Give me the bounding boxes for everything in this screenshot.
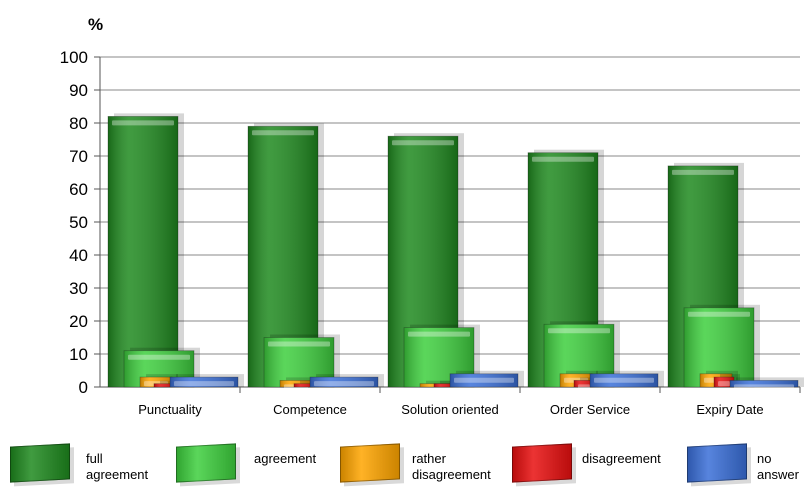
bar-bevel: [112, 120, 174, 126]
labels: % 0 10 20 30 40 50 60 70 80 90 100 Punctuality Compet…: [60, 15, 764, 417]
bar-sheen: [154, 383, 174, 387]
y-tick-label: 0: [79, 378, 88, 397]
legend-item: full agreement: [10, 440, 170, 487]
legend: full agreement agreement rather disagreement…: [0, 440, 810, 487]
bar-bevel: [532, 156, 594, 162]
bar-sheen: [574, 380, 594, 387]
bar-sheen: [590, 373, 658, 387]
y-tick-label: 30: [69, 279, 88, 298]
legend-label-line2: answer: [757, 467, 799, 482]
bar-bevel: [734, 384, 794, 390]
bar-sheen: [714, 377, 734, 387]
bar-sheen: [108, 116, 178, 388]
bar-bevel: [128, 354, 190, 360]
bar-bevel: [672, 169, 734, 175]
bar-bevel: [314, 381, 374, 387]
bar-bevel: [454, 377, 514, 383]
legend-label-line1: rather: [412, 451, 446, 466]
y-tick-label: 90: [69, 81, 88, 100]
legend-swatch: [687, 443, 747, 483]
legend-label: no answer: [757, 451, 799, 483]
y-tick-label: 50: [69, 213, 88, 232]
bar-bevel: [268, 341, 330, 347]
bar-bevel: [174, 381, 234, 387]
bar-sheen: [140, 377, 172, 387]
legend-label-line1: full: [86, 451, 103, 466]
y-tick-label: 60: [69, 180, 88, 199]
legend-label-line2: disagreement: [412, 467, 491, 482]
legend-swatch: [176, 443, 236, 483]
legend-label-line1: no: [757, 451, 772, 466]
bar-sheen: [170, 377, 238, 387]
bar-sheen: [434, 383, 454, 387]
x-tick-label: Order Service: [550, 402, 630, 417]
bar-bevel: [578, 384, 590, 390]
x-tick-label: Solution oriented: [401, 402, 499, 417]
bar-bevel: [718, 381, 730, 387]
bar-bevel: [548, 328, 610, 334]
legend-label: rather disagreement: [412, 451, 491, 483]
bar-bevel: [408, 331, 470, 337]
bar-bevel: [688, 311, 750, 317]
legend-label-line2: agreement: [86, 467, 149, 482]
y-tick-label: 40: [69, 246, 88, 265]
x-tick-label: Expiry Date: [696, 402, 763, 417]
bars: [107, 113, 804, 390]
legend-label: agreement: [254, 451, 316, 467]
x-tick-label: Punctuality: [138, 402, 202, 417]
bar-sheen: [310, 377, 378, 387]
legend-item: no answer: [687, 440, 810, 487]
legend-swatch: [512, 443, 572, 483]
legend-label-line1: agreement: [254, 451, 317, 466]
bar-bevel: [392, 140, 454, 146]
y-tick-label: 10: [69, 345, 88, 364]
bar-sheen: [730, 380, 798, 387]
bar-bevel: [252, 130, 314, 136]
bar-sheen: [294, 383, 314, 387]
y-tick-label: 80: [69, 114, 88, 133]
legend-label: full agreement: [86, 451, 148, 483]
legend-swatch: [10, 443, 70, 483]
y-tick-label: 70: [69, 147, 88, 166]
y-tick-label: 100: [60, 48, 88, 67]
legend-label-line1: disagreement: [582, 451, 661, 466]
y-tick-label: 20: [69, 312, 88, 331]
bar-bevel: [594, 377, 654, 383]
y-axis-label: %: [88, 15, 103, 34]
legend-swatch: [340, 443, 400, 483]
x-tick-label: Competence: [273, 402, 347, 417]
bar-chart: % 0 10 20 30 40 50 60 70 80 90 100 Punctuality Compet…: [60, 15, 804, 417]
legend-label: disagreement: [582, 451, 661, 467]
bar-sheen: [450, 373, 518, 387]
legend-item: agreement: [176, 440, 336, 487]
legend-item: rather disagreement: [340, 440, 500, 487]
legend-item: disagreement: [512, 440, 672, 487]
